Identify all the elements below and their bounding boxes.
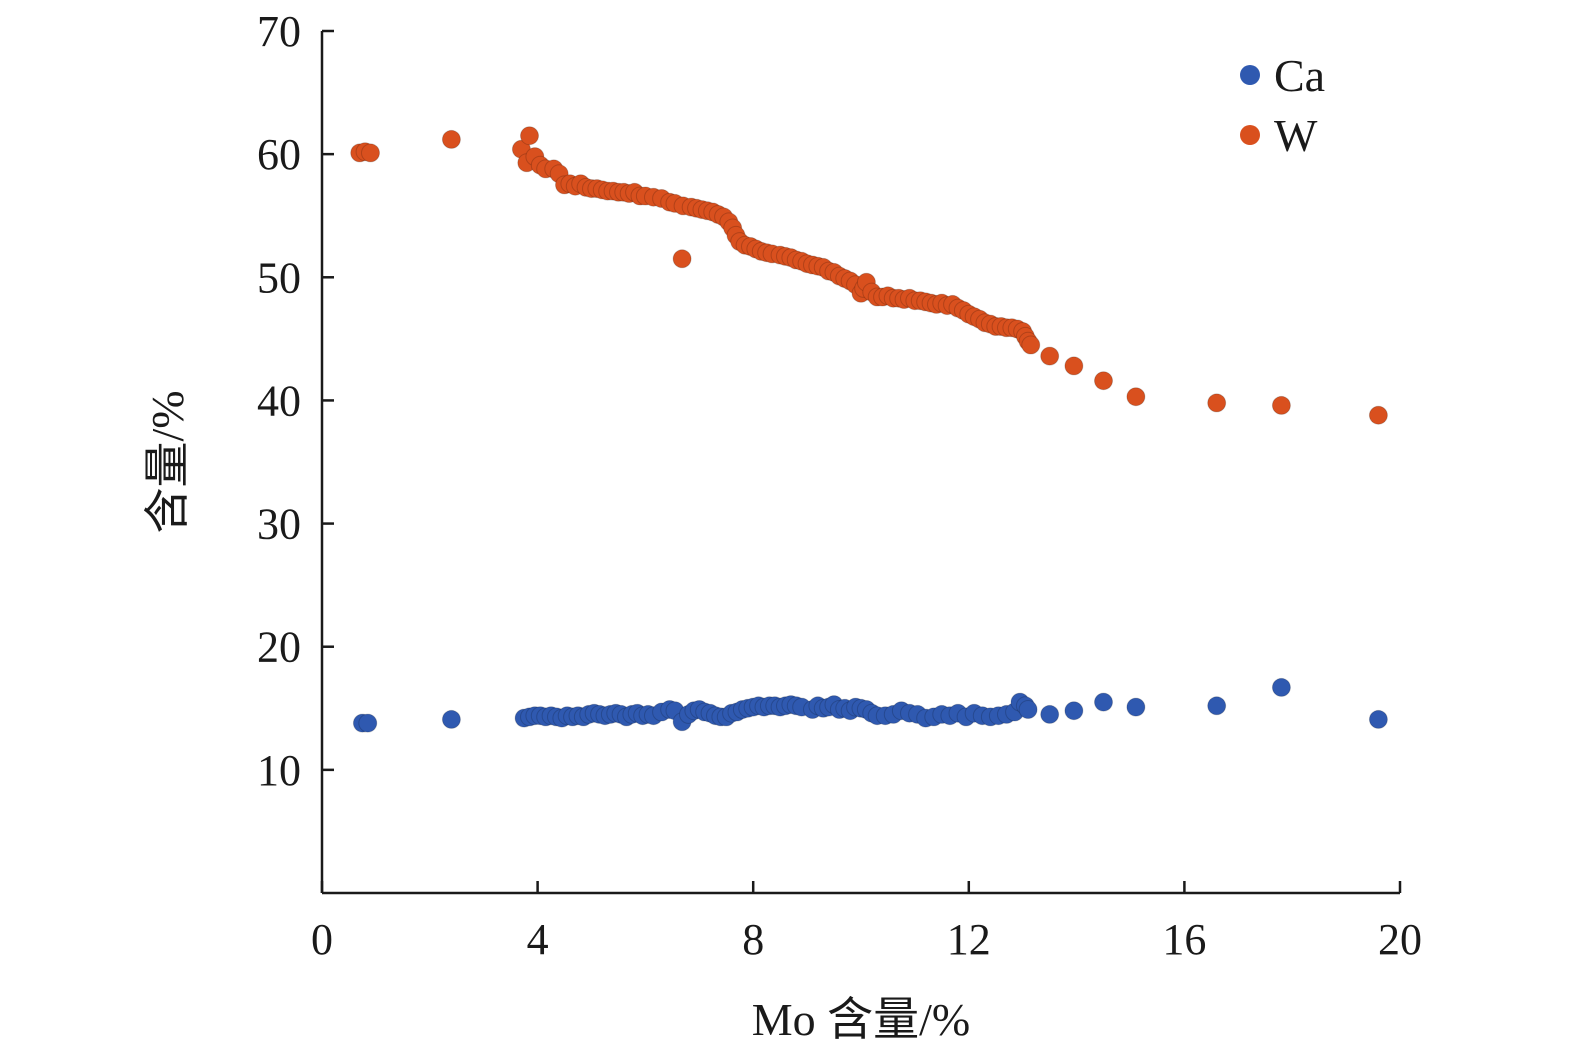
x-tick-label: 12	[947, 915, 991, 964]
point-w	[1126, 387, 1146, 407]
legend: Ca W	[1240, 50, 1325, 161]
point-w	[1040, 346, 1060, 366]
legend-marker-w	[1240, 125, 1260, 145]
x-tick-label: 0	[311, 915, 333, 964]
point-ca	[1207, 696, 1227, 716]
point-w	[672, 249, 692, 269]
point-ca	[1094, 692, 1113, 712]
point-w	[441, 129, 461, 149]
y-tick-label: 30	[257, 500, 301, 549]
point-ca	[1271, 677, 1291, 697]
x-tick-label: 20	[1378, 915, 1422, 964]
x-ticks: 0 4 8 12 16 20	[311, 881, 1422, 964]
y-tick-label: 40	[257, 376, 301, 425]
point-w	[520, 126, 539, 146]
point-ca	[358, 713, 378, 733]
point-w	[1271, 395, 1291, 415]
legend-marker-ca	[1240, 65, 1260, 85]
legend-item-w: W	[1240, 110, 1318, 161]
point-w	[361, 143, 380, 163]
y-tick-label: 60	[257, 130, 301, 179]
y-tick-label: 70	[257, 7, 301, 56]
y-tick-label: 20	[257, 623, 301, 672]
data-points	[350, 126, 1388, 733]
point-w	[1021, 335, 1041, 355]
legend-item-ca: Ca	[1240, 50, 1325, 101]
point-w	[1207, 393, 1227, 413]
point-ca	[1368, 709, 1388, 729]
point-w	[1368, 405, 1388, 425]
point-w	[1094, 371, 1113, 391]
y-tick-label: 10	[257, 746, 301, 795]
point-ca	[1064, 701, 1084, 721]
x-tick-label: 16	[1162, 915, 1206, 964]
y-axis-title: 含量/%	[142, 390, 193, 533]
legend-label-w: W	[1274, 110, 1318, 161]
point-ca	[1018, 700, 1038, 719]
x-axis-title: Mo 含量/%	[752, 994, 971, 1045]
legend-label-ca: Ca	[1274, 50, 1325, 101]
y-tick-label: 50	[257, 253, 301, 302]
point-ca	[1126, 697, 1146, 717]
point-ca	[441, 709, 461, 729]
y-ticks: 10 20 30 40 50 60 70	[257, 7, 334, 795]
point-w	[1064, 356, 1084, 376]
x-tick-label: 4	[527, 915, 549, 964]
x-tick-label: 8	[742, 915, 764, 964]
axes	[320, 31, 1400, 895]
point-ca	[1040, 704, 1060, 724]
